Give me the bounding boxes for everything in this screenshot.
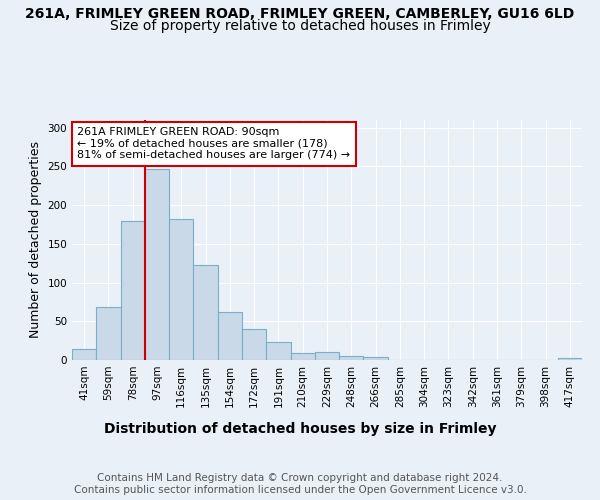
Bar: [339, 356, 364, 360]
Bar: [169, 219, 193, 360]
Bar: [558, 358, 582, 360]
Y-axis label: Number of detached properties: Number of detached properties: [29, 142, 42, 338]
Bar: [290, 353, 315, 360]
Bar: [121, 220, 145, 360]
Text: Distribution of detached houses by size in Frimley: Distribution of detached houses by size …: [104, 422, 496, 436]
Bar: [266, 342, 290, 360]
Bar: [193, 265, 218, 360]
Bar: [96, 308, 121, 360]
Bar: [218, 312, 242, 360]
Text: 261A, FRIMLEY GREEN ROAD, FRIMLEY GREEN, CAMBERLEY, GU16 6LD: 261A, FRIMLEY GREEN ROAD, FRIMLEY GREEN,…: [25, 8, 575, 22]
Bar: [242, 329, 266, 360]
Bar: [72, 349, 96, 360]
Text: Size of property relative to detached houses in Frimley: Size of property relative to detached ho…: [110, 19, 490, 33]
Bar: [145, 169, 169, 360]
Text: Contains HM Land Registry data © Crown copyright and database right 2024.
Contai: Contains HM Land Registry data © Crown c…: [74, 474, 526, 495]
Bar: [364, 357, 388, 360]
Text: 261A FRIMLEY GREEN ROAD: 90sqm
← 19% of detached houses are smaller (178)
81% of: 261A FRIMLEY GREEN ROAD: 90sqm ← 19% of …: [77, 127, 350, 160]
Bar: [315, 352, 339, 360]
